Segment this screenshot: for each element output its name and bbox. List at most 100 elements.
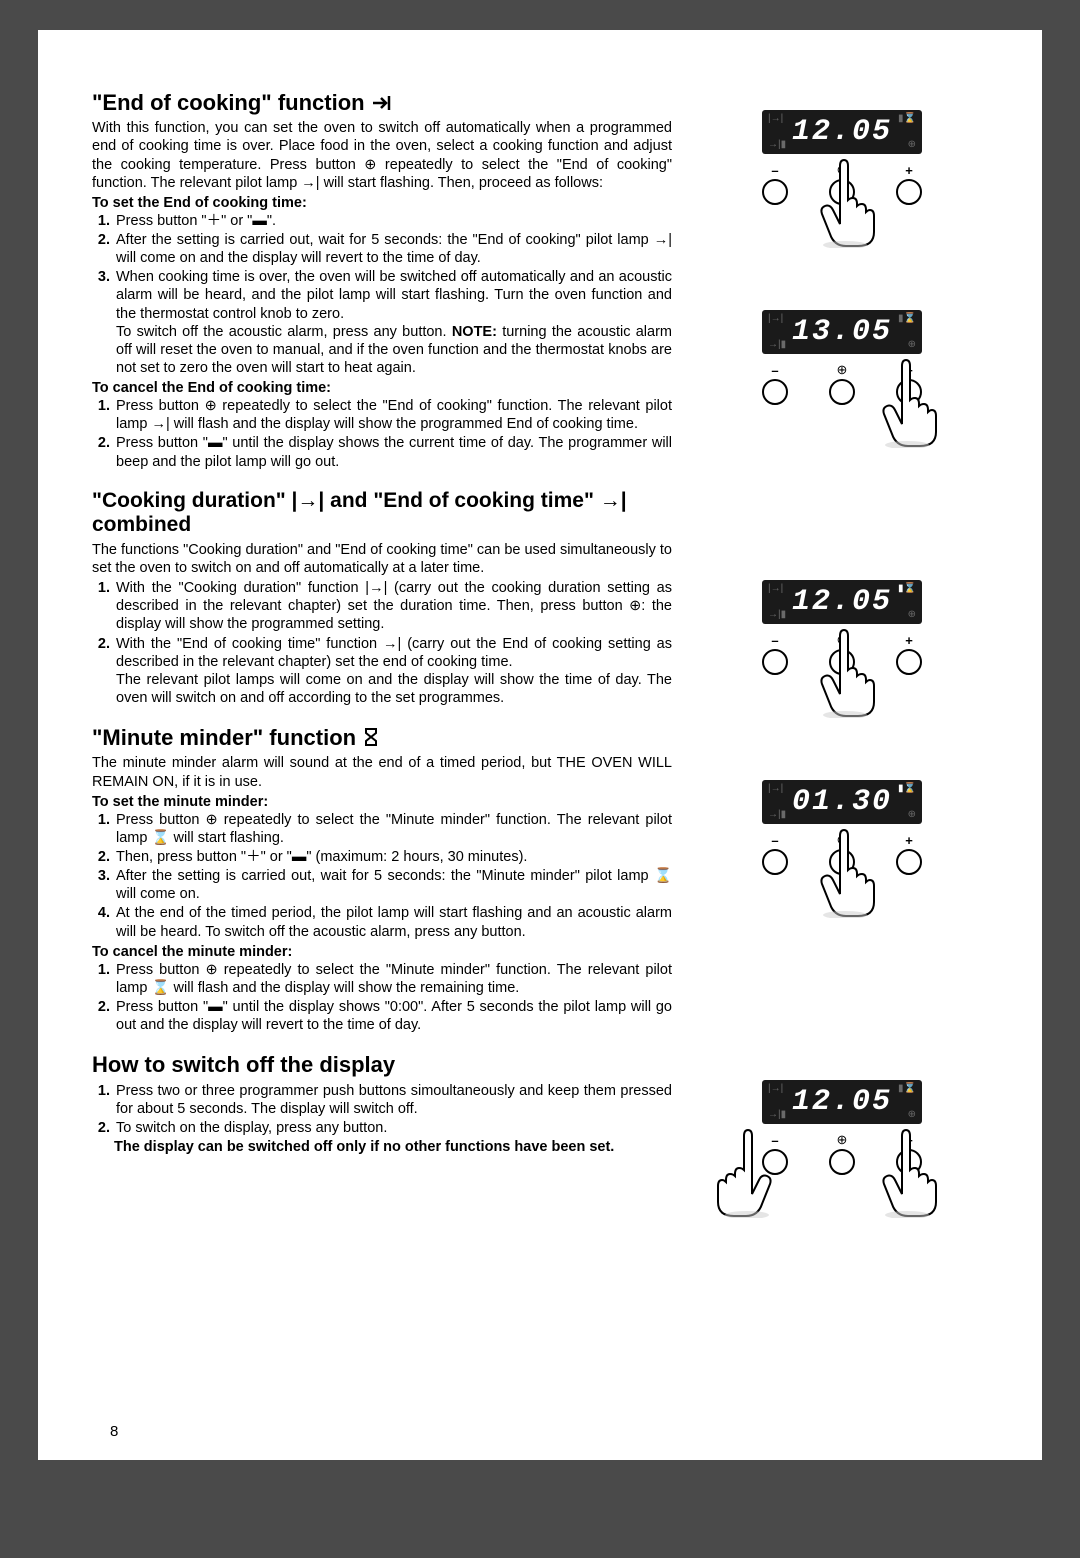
minus-button[interactable] [762,179,788,205]
list-combined: With the "Cooking duration" function |→|… [92,579,672,707]
hand-icon [810,828,880,918]
duration-indicator-icon: |→| [768,114,783,124]
clock-indicator-icon: ⊕ [908,340,916,350]
hourglass-indicator-icon: ▮⌛ [898,1084,916,1094]
end-indicator-icon: →|▮ [768,810,786,820]
heading-switch-off: How to switch off the display [92,1052,672,1077]
list-item: Press button ⊕ repeatedly to select the … [114,397,672,433]
mode-label: ⊕ [837,1132,848,1148]
minus-label: – [771,633,778,648]
section-switch-off: How to switch off the display Press two … [92,1052,672,1156]
hand-icon [872,1128,942,1218]
intro-minute: The minute minder alarm will sound at th… [92,754,672,790]
heading-combined: "Cooking duration" |→| and "End of cooki… [92,489,672,537]
list-item: When cooking time is over, the oven will… [114,268,672,377]
list-item: Press button ⊕ repeatedly to select the … [114,961,672,997]
list-item: Then, press button "＋" or "▬" (maximum: … [114,848,672,866]
mode-label: ⊕ [837,362,848,378]
minus-label: – [771,833,778,848]
minus-button[interactable] [762,649,788,675]
section-minute-minder: "Minute minder" function The minute mind… [92,725,672,1034]
duration-indicator-icon: |→| [768,584,783,594]
list-set-minute: Press button ⊕ repeatedly to select the … [92,811,672,941]
clock-indicator-icon: ⊕ [908,1110,916,1120]
heading-minute: "Minute minder" function [92,725,672,750]
mode-button[interactable] [829,379,855,405]
subhead-cancel-minute: To cancel the minute minder: [92,943,672,961]
switch-off-note: The display can be switched off only if … [92,1138,672,1156]
minus-label: – [771,363,778,378]
subhead-set-end: To set the End of cooking time: [92,194,672,212]
list-item: After the setting is carried out, wait f… [114,867,672,903]
subhead-set-minute: To set the minute minder: [92,793,672,811]
list-item: Press button "▬" until the display shows… [114,434,672,470]
lcd-screen: |→| →|▮ ▮⌛ ⊕ 12.05 [762,110,922,154]
hourglass-icon [362,727,380,747]
clock-indicator-icon: ⊕ [908,810,916,820]
list-set-end: Press button "＋" or "▬". After the setti… [92,212,672,377]
hand-icon [712,1128,782,1218]
minus-label: – [771,163,778,178]
plus-label: + [905,163,913,178]
page-number: 8 [110,1423,118,1440]
section-end-of-cooking: "End of cooking" function With this func… [92,90,672,471]
display-illustration: |→| →|▮ ▮⌛ ⊕ 12.05 – ⊕ + [742,110,942,280]
subhead-cancel-end: To cancel the End of cooking time: [92,379,672,397]
lcd-screen: |→| →|▮ ▮⌛ ⊕ 01.30 [762,780,922,824]
section-combined: "Cooking duration" |→| and "End of cooki… [92,489,672,707]
heading-text: "End of cooking" function [92,90,371,115]
plus-button[interactable] [896,649,922,675]
lcd-screen: |→| →|▮ ▮⌛ ⊕ 13.05 [762,310,922,354]
list-cancel-minute: Press button ⊕ repeatedly to select the … [92,961,672,1035]
lcd-screen: |→| →|▮ ▮⌛ ⊕ 12.05 [762,580,922,624]
heading-text: "Minute minder" function [92,725,362,750]
lcd-screen: |→| →|▮ ▮⌛ ⊕ 12.05 [762,1080,922,1124]
plus-label: + [905,833,913,848]
hourglass-indicator-icon: ▮⌛ [898,314,916,324]
display-illustration: |→| →|▮ ▮⌛ ⊕ 12.05 – ⊕ + [742,1080,942,1250]
plus-button[interactable] [896,849,922,875]
list-item: After the setting is carried out, wait f… [114,231,672,267]
end-cook-icon [371,94,393,112]
display-illustration: |→| →|▮ ▮⌛ ⊕ 13.05 – ⊕ + [742,310,942,480]
duration-indicator-icon: |→| [768,1084,783,1094]
heading-end-of-cooking: "End of cooking" function [92,90,672,115]
end-indicator-icon: →|▮ [768,1110,786,1120]
mode-button[interactable] [829,1149,855,1175]
time-digits: 01.30 [792,785,892,819]
list-item: Press two or three programmer push butto… [114,1082,672,1118]
time-digits: 12.05 [792,115,892,149]
list-item: At the end of the timed period, the pilo… [114,904,672,940]
time-digits: 12.05 [792,1085,892,1119]
plus-label: + [905,633,913,648]
list-cancel-end: Press button ⊕ repeatedly to select the … [92,397,672,471]
display-illustration: |→| →|▮ ▮⌛ ⊕ 12.05 – ⊕ + [742,580,942,750]
list-item: With the "End of cooking time" function … [114,635,672,708]
list-item: With the "Cooking duration" function |→|… [114,579,672,633]
end-indicator-icon: →|▮ [768,610,786,620]
minus-button[interactable] [762,849,788,875]
minus-button[interactable] [762,379,788,405]
illustration-column: |→| →|▮ ▮⌛ ⊕ 12.05 – ⊕ + |→| →|▮ ▮⌛ ⊕ 13… [702,90,982,1250]
hand-icon [810,158,880,248]
list-item: Press button "＋" or "▬". [114,212,672,230]
time-digits: 12.05 [792,585,892,619]
clock-indicator-icon: ⊕ [908,140,916,150]
end-indicator-icon: →|▮ [768,140,786,150]
duration-indicator-icon: |→| [768,314,783,324]
plus-button[interactable] [896,179,922,205]
hourglass-indicator-icon: ▮⌛ [898,114,916,124]
time-digits: 13.05 [792,315,892,349]
hourglass-indicator-icon: ▮⌛ [898,784,916,794]
hand-icon [872,358,942,448]
list-switch-off: Press two or three programmer push butto… [92,1082,672,1137]
intro-combined: The functions "Cooking duration" and "En… [92,541,672,577]
list-item: Press button "▬" until the display shows… [114,998,672,1034]
hourglass-indicator-icon: ▮⌛ [898,584,916,594]
end-indicator-icon: →|▮ [768,340,786,350]
hand-icon [810,628,880,718]
main-text-column: "End of cooking" function With this func… [92,90,672,1250]
clock-indicator-icon: ⊕ [908,610,916,620]
intro-end-cooking: With this function, you can set the oven… [92,119,672,192]
display-illustration: |→| →|▮ ▮⌛ ⊕ 01.30 – ⊕ + [742,780,942,950]
